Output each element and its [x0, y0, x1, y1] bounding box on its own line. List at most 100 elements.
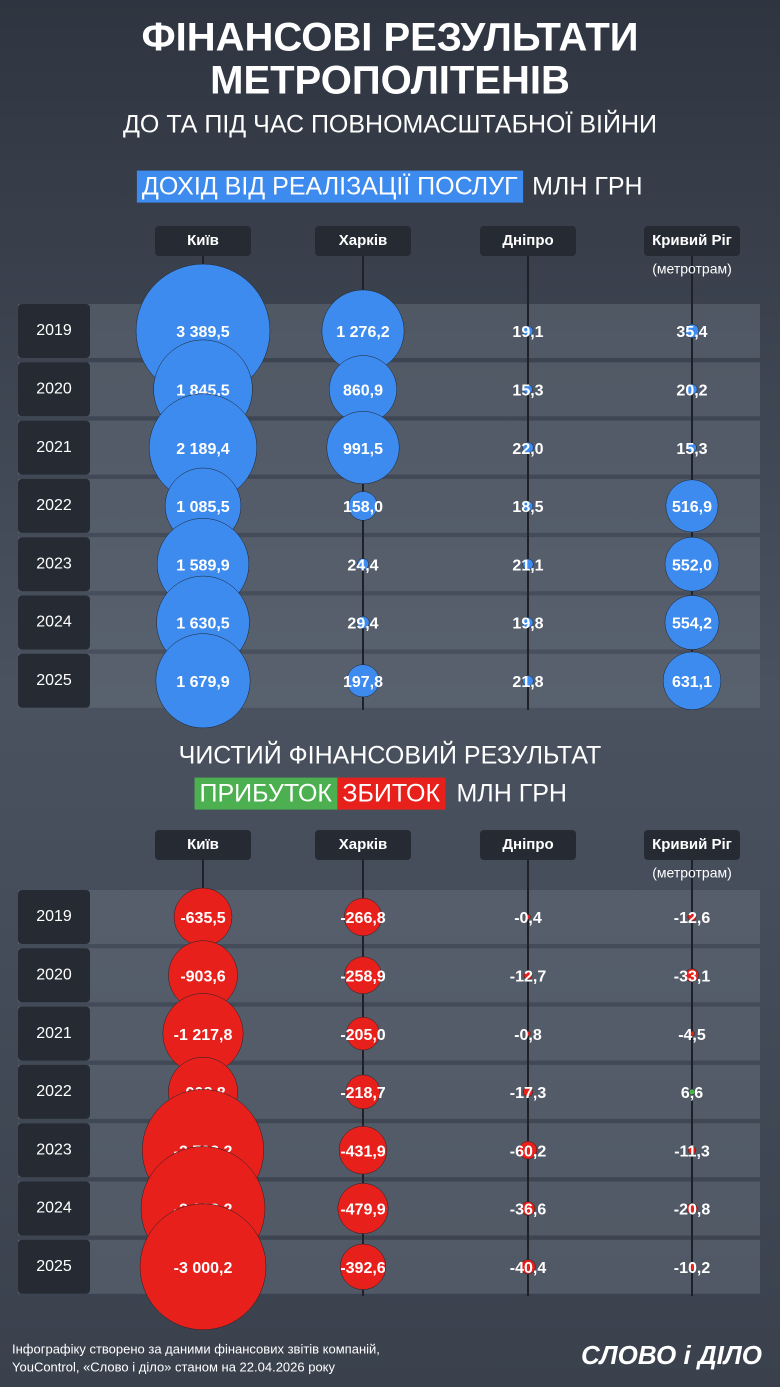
value-label: 552,0: [672, 557, 712, 574]
column-name: Кривий Ріг: [652, 232, 732, 249]
column-name: Київ: [187, 232, 219, 249]
value-label: -4,5: [678, 1027, 706, 1044]
value-label: 15,3: [676, 441, 707, 458]
bubble: [344, 956, 382, 995]
title: ФІНАНСОВІ РЕЗУЛЬТАТИ: [141, 16, 638, 60]
value-label: 1 085,5: [176, 499, 229, 516]
bubble: [522, 675, 534, 687]
value-label: 29,4: [347, 616, 378, 633]
bubble: [346, 1016, 380, 1051]
year-label: 2019: [36, 322, 72, 339]
bubble: [522, 500, 534, 512]
value-label: -205,0: [340, 1027, 385, 1044]
column-header: [155, 830, 251, 860]
value-label: 20,2: [676, 383, 707, 400]
bubble: [522, 558, 534, 570]
year-box: [18, 1064, 90, 1119]
year-label: 2020: [36, 381, 72, 398]
column-header: [480, 226, 576, 256]
year-box: [18, 1006, 90, 1061]
value-label: -12,6: [674, 910, 711, 927]
bubble: [326, 411, 400, 485]
column-name: Дніпро: [502, 836, 553, 853]
year-box: [18, 890, 90, 944]
bubble: [522, 441, 534, 454]
bubble: [522, 617, 534, 628]
value-label: 19,8: [512, 616, 543, 633]
column-name: Дніпро: [502, 232, 553, 249]
title: МЕТРОПОЛІТЕНІВ: [210, 59, 570, 103]
unit: МЛН ГРН: [532, 173, 643, 201]
bubble: [518, 1141, 538, 1160]
bubble: [357, 558, 369, 571]
row-band: [18, 890, 760, 944]
value-label: -17,3: [510, 1085, 547, 1102]
value-label: 6,6: [681, 1085, 703, 1102]
column-subname: (метротрам): [652, 261, 732, 277]
unit: МЛН ГРН: [456, 780, 567, 808]
bubble: [662, 651, 722, 710]
row-band: [18, 1123, 760, 1178]
chart-title: ЧИСТИЙ ФІНАНСОВИЙ РЕЗУЛЬТАТ: [179, 740, 602, 770]
year-box: [18, 537, 90, 592]
year-box: [18, 595, 90, 650]
value-label: 158,0: [343, 499, 383, 516]
bubble: [343, 897, 383, 937]
value-label: 22,0: [512, 441, 543, 458]
row-band: [18, 948, 760, 1003]
row-band: [18, 1064, 760, 1119]
value-label: -20,8: [674, 1202, 711, 1219]
bubble: [664, 595, 720, 650]
value-label: 631,1: [672, 674, 712, 691]
bubble: [155, 633, 251, 729]
value-label: -36,6: [510, 1202, 547, 1219]
highlight: [337, 777, 446, 810]
bubble: [687, 1146, 697, 1155]
bubble: [339, 1243, 387, 1290]
value-label: 516,9: [672, 499, 712, 516]
year-box: [18, 1239, 90, 1294]
year-label: 2023: [36, 555, 72, 572]
year-box: [18, 1181, 90, 1236]
value-label: -635,5: [180, 910, 225, 927]
bubble: [525, 1030, 531, 1037]
logo: СЛОВО і ДІЛО: [581, 1340, 762, 1370]
value-label: -60,2: [510, 1143, 547, 1160]
column-header: [644, 830, 740, 860]
footer-text: Інфографіку створено за даними фінансови…: [12, 1341, 380, 1356]
column-header: [644, 226, 740, 256]
column-header: [315, 226, 411, 256]
column-name: Кривий Ріг: [652, 836, 732, 853]
bubble: [664, 536, 720, 592]
value-label: 991,5: [343, 441, 383, 458]
year-label: 2024: [36, 614, 72, 631]
column-header: [315, 830, 411, 860]
value-label: 21,1: [512, 557, 543, 574]
bubble: [689, 1030, 695, 1037]
value-label: -3 000,2: [174, 1260, 233, 1277]
year-box: [18, 653, 90, 708]
value-label: -258,9: [340, 969, 385, 986]
value-label: -1 217,8: [174, 1027, 233, 1044]
bubble: [337, 1183, 389, 1234]
bubble: [687, 912, 697, 922]
year-label: 2022: [36, 497, 72, 514]
bubble: [139, 1203, 267, 1331]
column-name: Харків: [339, 836, 387, 853]
value-label: -903,6: [180, 969, 225, 986]
legend-label: ЗБИТОК: [342, 780, 440, 808]
year-label: 2023: [36, 1141, 72, 1158]
value-label: -40,4: [510, 1260, 547, 1277]
year-box: [18, 1123, 90, 1178]
value-label: 21,8: [512, 674, 543, 691]
bubble: [348, 491, 378, 521]
column-header: [480, 830, 576, 860]
value-label: 18,5: [512, 499, 543, 516]
value-label: -12,7: [510, 969, 547, 986]
year-label: 2019: [36, 908, 72, 925]
bubble: [520, 1201, 536, 1216]
row-band: [18, 1239, 760, 1294]
year-label: 2020: [36, 967, 72, 984]
bubble: [688, 1262, 696, 1271]
value-label: -0,4: [514, 910, 542, 927]
